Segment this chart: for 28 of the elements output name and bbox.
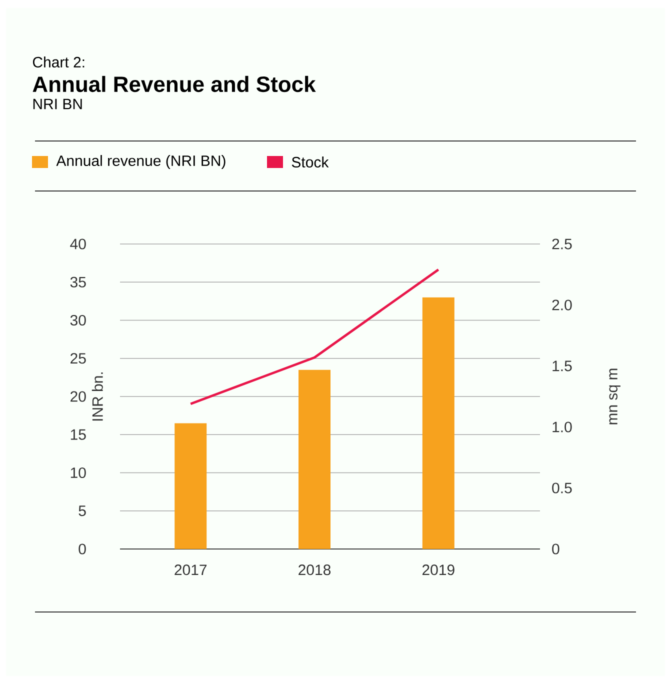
y2-tick-label: 0 <box>552 544 560 554</box>
y-axis-title: INR bn. <box>92 372 103 421</box>
x-tick-label: 2018 <box>298 564 331 576</box>
y2-tick-label: 1.5 <box>552 360 572 372</box>
y2-tick-label: 2.0 <box>552 300 572 310</box>
y2-tick-label: 1.0 <box>552 422 572 432</box>
y-tick-label: 35 <box>70 276 86 288</box>
y-tick-label: 30 <box>70 314 86 326</box>
x-tick-label: 2019 <box>422 564 454 576</box>
x-tick-label: 2017 <box>174 564 207 576</box>
y2-tick-label: 0.5 <box>552 482 572 494</box>
bar <box>422 297 454 550</box>
caption: Chart 2: <box>32 56 84 68</box>
y-tick-label: 20 <box>70 391 86 402</box>
legend-label: Annual revenue (NRI BN) <box>56 155 226 169</box>
chart-title: Annual Revenue and Stock <box>32 76 316 92</box>
y-tick-label: 15 <box>70 429 86 440</box>
y2-axis-title: mn sq m <box>609 368 620 424</box>
chart-subtitle: NRI BN <box>33 98 82 110</box>
bar <box>174 423 207 550</box>
y-tick-label: 10 <box>70 467 86 478</box>
y-tick-label: 0 <box>78 544 86 554</box>
y2-tick-label: 2.5 <box>552 238 572 250</box>
y-tick-label: 25 <box>70 353 86 364</box>
y-tick-label: 5 <box>78 506 86 516</box>
y-tick-label: 40 <box>70 238 86 250</box>
bar <box>298 370 331 550</box>
legend-label: Stock <box>292 156 329 168</box>
